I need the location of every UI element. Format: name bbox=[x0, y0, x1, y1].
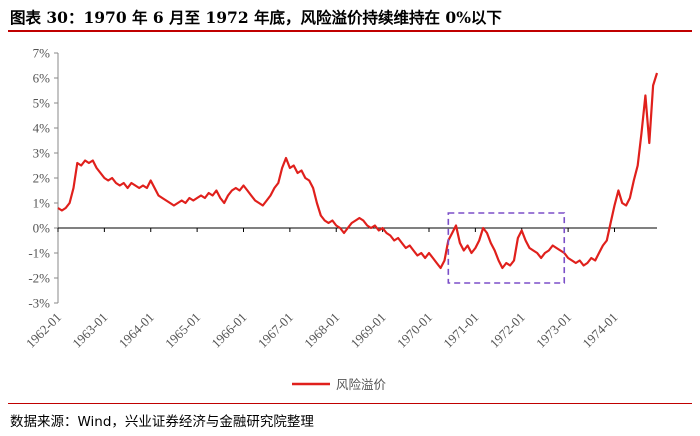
y-tick-label: 7% bbox=[33, 46, 51, 61]
x-axis: 1962-01 1963-01 1964-01 1965-01 1966-01 1967-… bbox=[23, 227, 657, 351]
x-tick-label: 1969-01 bbox=[347, 310, 388, 351]
x-tick-label: 1966-01 bbox=[208, 310, 249, 351]
title-rule bbox=[8, 30, 692, 32]
x-tick-label: 1963-01 bbox=[69, 310, 110, 351]
y-tick-label: 2% bbox=[33, 171, 51, 186]
chart-title: 图表 30：1970 年 6 月至 1972 年底，风险溢价持续维持在 0%以下 bbox=[10, 8, 502, 27]
y-tick-label: -2% bbox=[28, 271, 50, 286]
y-tick-label: -3% bbox=[28, 296, 50, 311]
x-tick-label: 1962-01 bbox=[23, 310, 64, 351]
legend-label: 风险溢价 bbox=[336, 377, 387, 392]
y-tick-label: 1% bbox=[33, 196, 51, 211]
x-tick-label: 1972-01 bbox=[487, 310, 528, 351]
y-tick-label: 3% bbox=[33, 146, 51, 161]
legend: 风险溢价 bbox=[292, 377, 387, 392]
y-tick-label: 0% bbox=[33, 221, 51, 236]
x-tick-label: 1974-01 bbox=[579, 310, 620, 351]
series-layer bbox=[57, 72, 659, 270]
highlight-layer bbox=[447, 212, 566, 284]
x-tick-label: 1971-01 bbox=[440, 310, 481, 351]
series-line-risk-premium bbox=[57, 72, 659, 270]
x-tick-label: 1967-01 bbox=[255, 310, 296, 351]
y-tick-label: 5% bbox=[33, 96, 51, 111]
footer-rule bbox=[8, 403, 692, 404]
y-tick-label: 6% bbox=[33, 71, 51, 86]
x-tick-label: 1973-01 bbox=[533, 310, 574, 351]
x-tick-label: 1970-01 bbox=[394, 310, 435, 351]
x-tick-label: 1965-01 bbox=[162, 310, 203, 351]
y-tick-label: -1% bbox=[28, 246, 50, 261]
x-tick-label: 1964-01 bbox=[116, 310, 157, 351]
x-tick-label: 1968-01 bbox=[301, 310, 342, 351]
y-axis: -3% -2% -1% 0% 1% 2% 3% 4% 5% 6% 7% bbox=[28, 46, 59, 311]
source-note: 数据来源：Wind，兴业证券经济与金融研究院整理 bbox=[10, 414, 314, 430]
y-tick-label: 4% bbox=[33, 121, 51, 136]
highlight-box bbox=[447, 212, 566, 284]
